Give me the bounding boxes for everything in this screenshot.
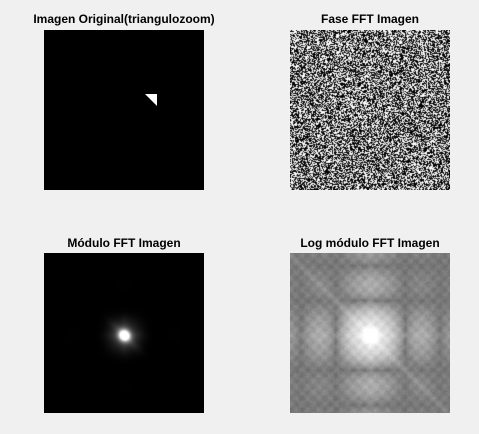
log-magnitude-image-plot [290, 253, 450, 413]
panel-fft-log-magnitude: Log módulo FFT Imagen [268, 236, 472, 416]
panel-fft-magnitude: Módulo FFT Imagen [22, 236, 226, 416]
phase-image-plot [290, 30, 450, 190]
log-magnitude-image-axes [290, 253, 450, 413]
panel-fft-phase: Fase FFT Imagen [268, 12, 472, 192]
white-triangle [145, 94, 157, 106]
phase-image-axes [290, 30, 450, 190]
panel-title-original: Imagen Original(triangulozoom) [33, 12, 215, 26]
panel-title-phase: Fase FFT Imagen [320, 12, 420, 26]
panel-original-image: Imagen Original(triangulozoom) [22, 12, 226, 192]
panel-title-log-magnitude: Log módulo FFT Imagen [300, 236, 440, 250]
magnitude-image-plot [44, 253, 204, 413]
panel-title-magnitude: Módulo FFT Imagen [67, 236, 181, 250]
image-background [44, 30, 204, 190]
original-image-axes [44, 30, 204, 190]
magnitude-image-axes [44, 253, 204, 413]
original-image-plot [44, 30, 204, 190]
